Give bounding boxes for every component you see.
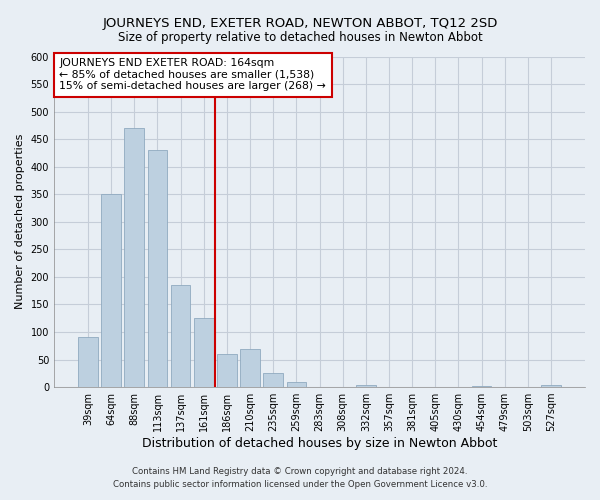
Text: JOURNEYS END EXETER ROAD: 164sqm
← 85% of detached houses are smaller (1,538)
15: JOURNEYS END EXETER ROAD: 164sqm ← 85% o… [59, 58, 326, 92]
Bar [240, 348, 260, 387]
X-axis label: Distribution of detached houses by size in Newton Abbot: Distribution of detached houses by size … [142, 437, 497, 450]
Bar [171, 285, 190, 387]
Bar [217, 354, 237, 387]
Bar [148, 150, 167, 387]
Bar [356, 386, 376, 387]
Bar [263, 374, 283, 387]
Bar [287, 382, 306, 387]
Bar [541, 386, 561, 387]
Text: Size of property relative to detached houses in Newton Abbot: Size of property relative to detached ho… [118, 31, 482, 44]
Y-axis label: Number of detached properties: Number of detached properties [15, 134, 25, 310]
Bar [194, 318, 214, 387]
Text: Contains HM Land Registry data © Crown copyright and database right 2024.
Contai: Contains HM Land Registry data © Crown c… [113, 467, 487, 489]
Text: JOURNEYS END, EXETER ROAD, NEWTON ABBOT, TQ12 2SD: JOURNEYS END, EXETER ROAD, NEWTON ABBOT,… [103, 18, 497, 30]
Bar [124, 128, 144, 387]
Bar [101, 194, 121, 387]
Bar [78, 338, 98, 387]
Bar [472, 386, 491, 387]
